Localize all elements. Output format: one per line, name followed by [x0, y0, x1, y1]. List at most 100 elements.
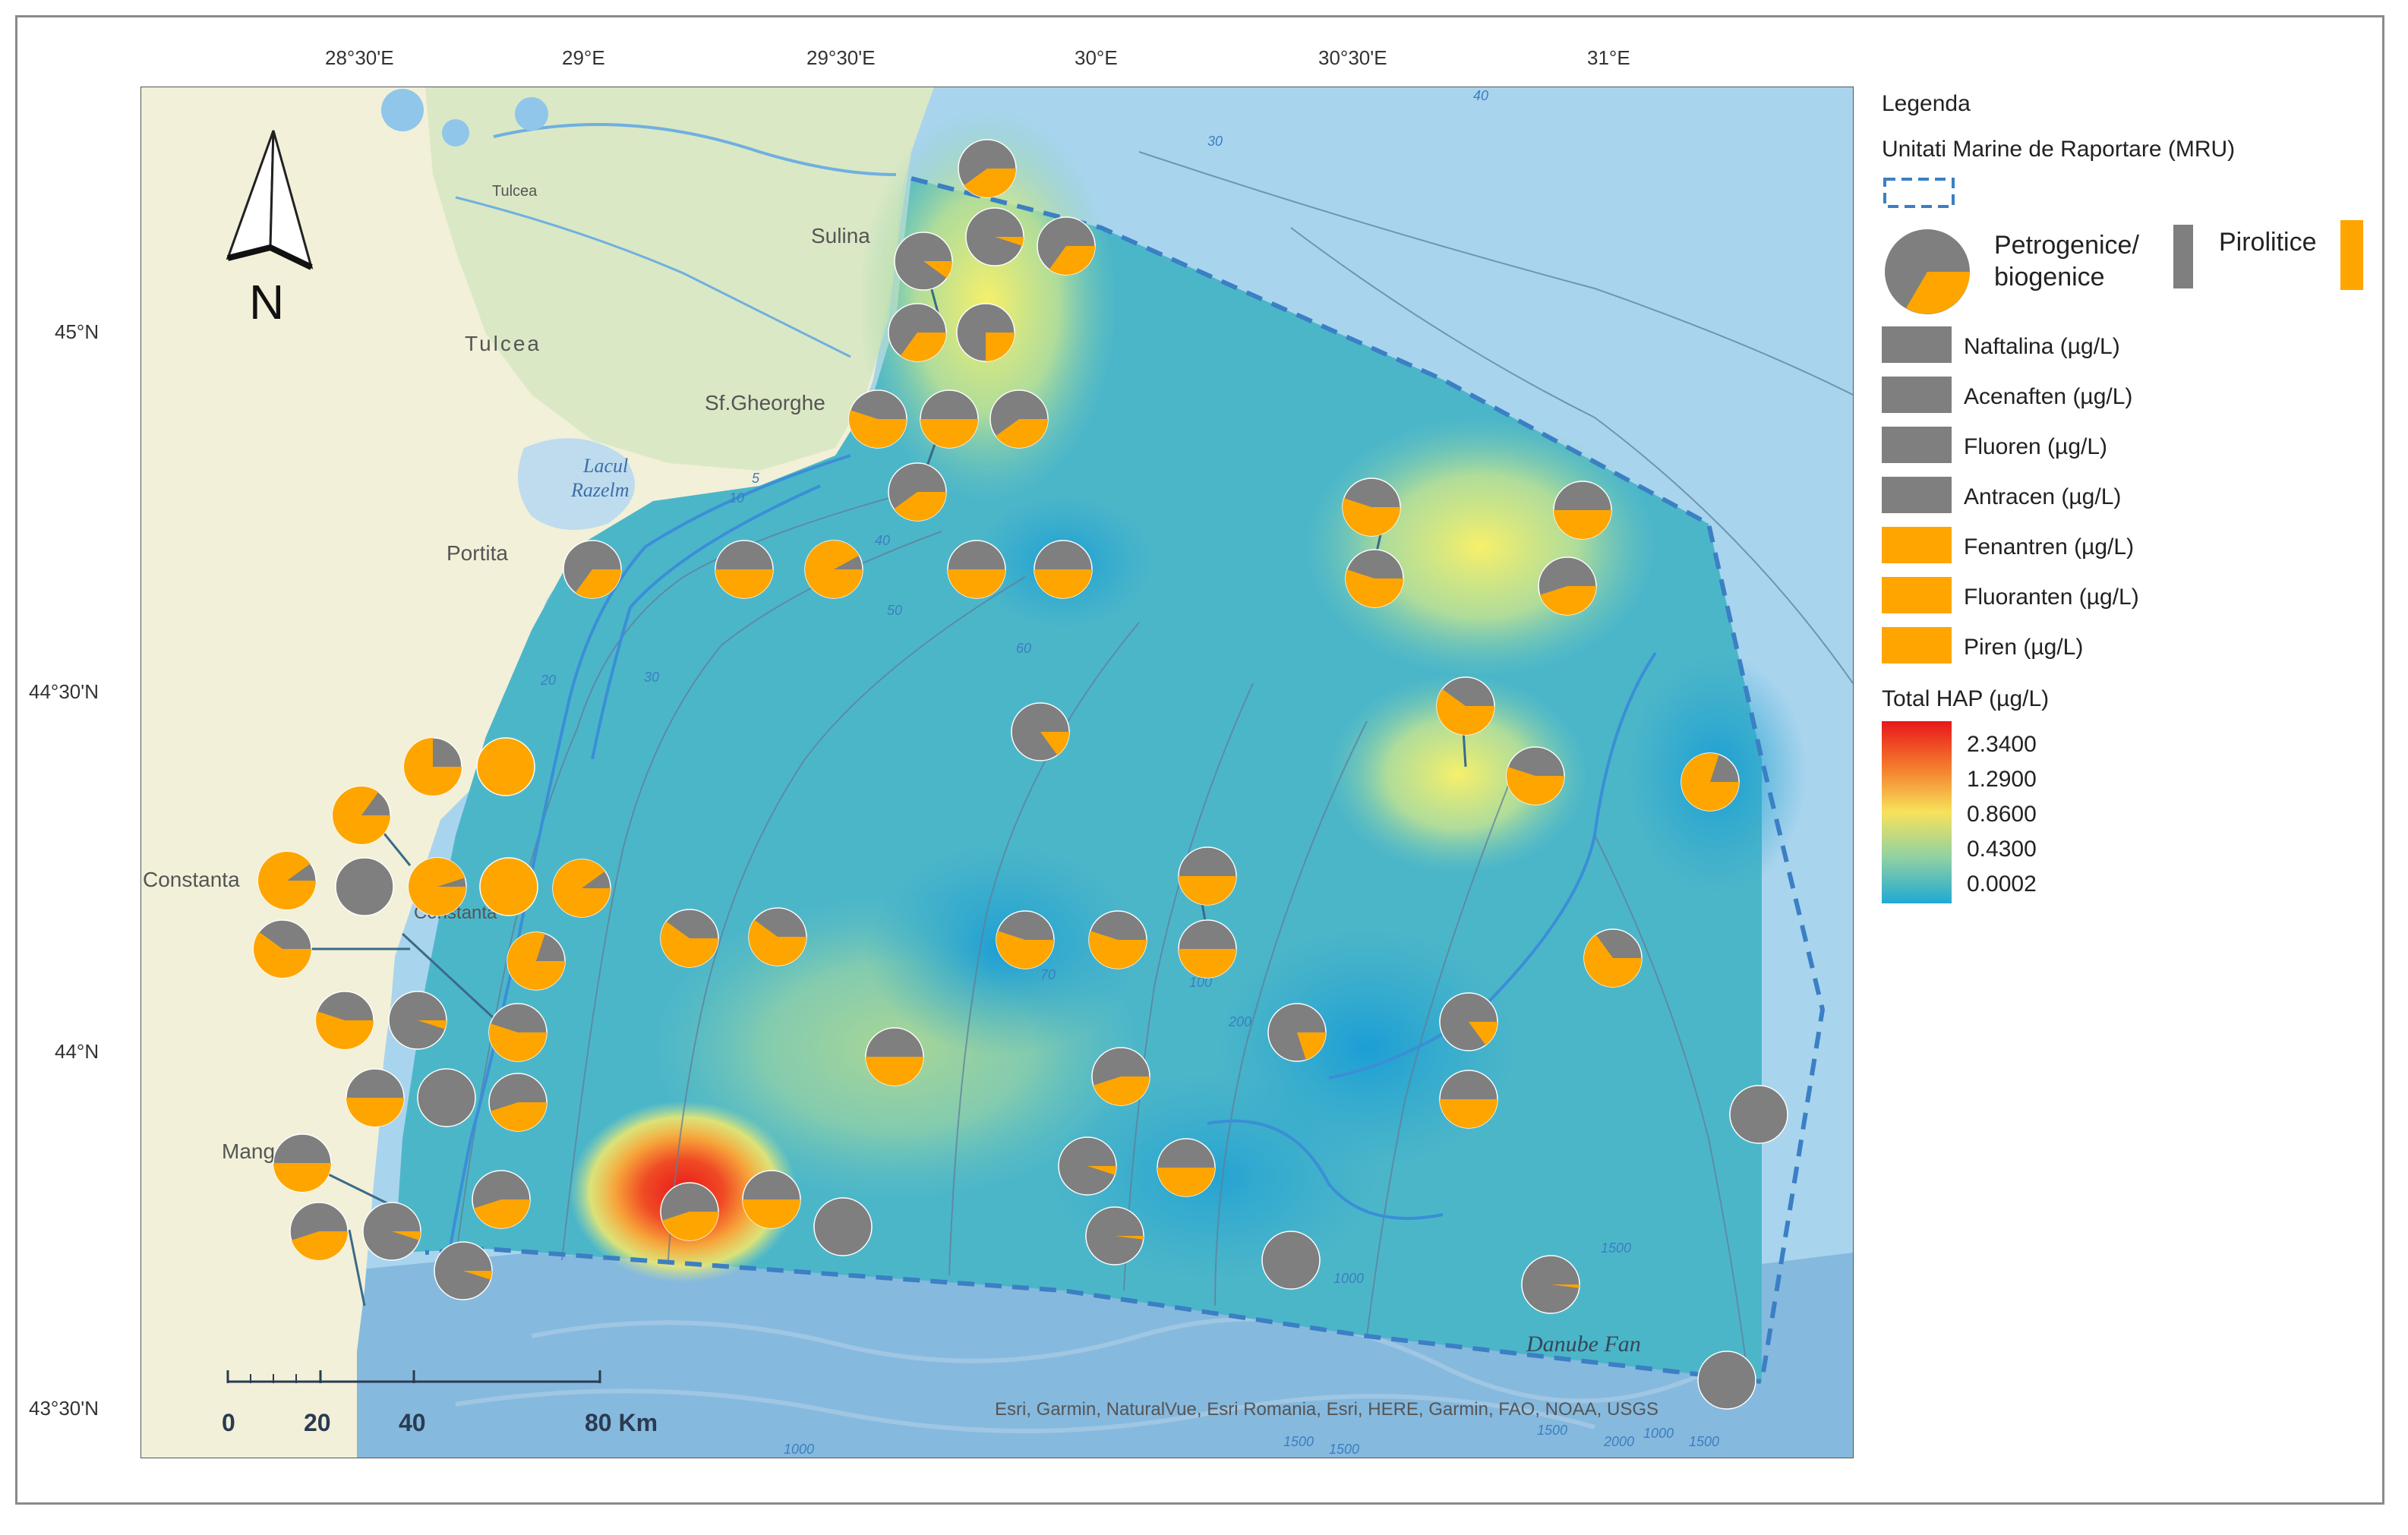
station-pie: [1034, 540, 1093, 599]
pie-pyrolytic-slice: [1681, 752, 1739, 811]
scale-label: 0: [222, 1409, 235, 1436]
legend-ramp-tick: 1.2900: [1967, 767, 2037, 792]
lat-label: 43°30'N: [29, 1397, 99, 1420]
station-pie: [1697, 1351, 1756, 1410]
pie-pyrolytic-slice: [900, 333, 946, 361]
pie-pyrolytic-slice: [1297, 1032, 1326, 1061]
pie-pyrolytic-slice: [1539, 586, 1596, 615]
legend-ramp-tick: 2.3400: [1967, 732, 2037, 757]
pie-petrogenic-slice: [476, 737, 535, 796]
station-pie: [1729, 1085, 1788, 1144]
place-constanta-left: Constanta: [143, 868, 240, 891]
depth-label: 1500: [1601, 1240, 1631, 1256]
station-pie: [1157, 1138, 1216, 1197]
station-pie: [1506, 746, 1565, 805]
legend-compound: Fluoranten (µg/L): [1964, 585, 2139, 610]
depth-label: 1000: [1643, 1426, 1674, 1441]
legend-compound: Piren (µg/L): [1964, 635, 2083, 660]
station-pie: [748, 907, 807, 966]
legend-swatch: [1882, 627, 1952, 663]
pie-pyrolytic-slice: [1554, 510, 1611, 539]
relief-ridge: [531, 1316, 1748, 1404]
danube-delta: [425, 87, 934, 471]
station-pie: [1436, 676, 1495, 736]
legend-compound: Acenaften (µg/L): [1964, 384, 2132, 409]
station-pie: [335, 857, 394, 916]
station-pie: [715, 540, 774, 599]
pie-petrogenic-slice: [335, 857, 394, 916]
legend-swatch: [1882, 326, 1952, 363]
station-pie: [1058, 1136, 1117, 1196]
legend-mru-swatch: [1883, 178, 1955, 208]
pie-pyrolytic-slice: [920, 419, 978, 448]
pie-pyrolytic-slice: [986, 333, 1015, 361]
legend-swatch: [1882, 377, 1952, 413]
depth-label: 40: [875, 533, 890, 548]
pie-pyrolytic-slice: [1089, 931, 1147, 969]
station-pie: [958, 139, 1017, 198]
pie-petrogenic-slice: [1729, 1085, 1788, 1144]
depth-label: 1000: [784, 1442, 814, 1457]
station-pie: [479, 857, 538, 916]
pie-pyrolytic-slice: [1093, 1076, 1150, 1106]
pie-pyrolytic-slice: [258, 852, 316, 910]
depth-label: 10: [729, 490, 744, 506]
pie-pyrolytic-slice: [743, 1199, 800, 1228]
legend-compound: Naftalina (µg/L): [1964, 334, 2120, 359]
pie-pyrolytic-slice: [661, 1212, 718, 1241]
station-pie: [888, 462, 947, 522]
depth-label: 1000: [1333, 1271, 1364, 1286]
legend: Legenda Unitati Marine de Raportare (MRU…: [1882, 91, 2363, 903]
lon-label: 29°E: [562, 46, 605, 69]
station-pie: [848, 389, 907, 449]
lat-label: 44°N: [55, 1040, 99, 1063]
lake: [442, 119, 469, 147]
danube-branch: [455, 196, 851, 358]
scale-bar: 0 20 40 80 Km: [222, 1370, 658, 1436]
pie-pyrolytic-slice: [1346, 569, 1403, 607]
pie-petrogenic-slice: [1697, 1351, 1756, 1410]
station-pie: [804, 540, 863, 599]
station-pie: [346, 1068, 405, 1127]
pie-pyrolytic-slice: [404, 738, 462, 796]
pie-pyrolytic-slice: [866, 1057, 923, 1086]
map-attribution: Esri, Garmin, NaturalVue, Esri Romania, …: [995, 1399, 1658, 1420]
station-pie: [1538, 556, 1597, 616]
station-pie: [488, 1003, 548, 1062]
pie-pyrolytic-slice: [995, 237, 1024, 246]
depth-label: 1500: [1537, 1423, 1567, 1438]
station-pie: [332, 786, 391, 845]
scale-label: 40: [399, 1409, 426, 1436]
north-label: N: [249, 275, 284, 329]
station-pie: [894, 232, 953, 291]
lon-label: 28°30'E: [325, 46, 394, 69]
station-pie: [1011, 702, 1070, 761]
place-danube-fan: Danube Fan: [1526, 1332, 1641, 1357]
depth-label: 30: [644, 670, 659, 685]
pie-pyrolytic-slice: [1157, 1168, 1215, 1196]
pie-pyrolytic-slice: [996, 931, 1054, 969]
pie-pyrolytic-slice: [333, 786, 390, 844]
pie-pyrolytic-slice: [849, 410, 907, 449]
pie-pyrolytic-slice: [948, 569, 1005, 598]
pie-pyrolytic-slice: [346, 1098, 404, 1127]
pie-pyrolytic-slice: [463, 1271, 492, 1280]
station-pie: [660, 1182, 719, 1241]
station-pie: [488, 1073, 548, 1132]
pie-pyrolytic-slice: [1040, 732, 1069, 755]
pie-petrogenic-slice: [417, 1068, 476, 1127]
pie-pyrolytic-slice: [1179, 876, 1236, 905]
deep-sea-area: [141, 1253, 1853, 1458]
station-pie: [362, 1202, 421, 1261]
pie-pyrolytic-slice: [660, 921, 718, 968]
pie-pyrolytic-slice: [1087, 1166, 1116, 1175]
figure-frame: [15, 15, 2384, 1505]
station-pie: [388, 991, 447, 1050]
station-pie: [996, 910, 1055, 969]
place-lacul: Lacul: [582, 455, 628, 477]
station-pie: [507, 931, 566, 991]
pie-pyrolytic-slice: [490, 1102, 547, 1132]
pie-pyrolytic-slice: [575, 569, 621, 599]
pie-pyrolytic-slice: [418, 1020, 447, 1029]
